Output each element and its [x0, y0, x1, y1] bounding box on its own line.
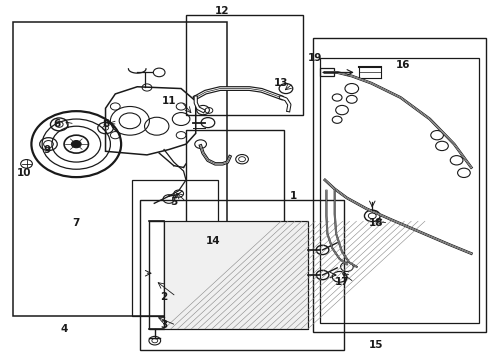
- Text: 7: 7: [72, 218, 80, 228]
- Bar: [13, 22, 227, 316]
- Bar: [320, 58, 478, 323]
- Text: 18: 18: [368, 218, 383, 228]
- Bar: [163, 221, 307, 329]
- Bar: [320, 68, 333, 76]
- Text: 17: 17: [334, 277, 348, 287]
- Text: 14: 14: [205, 236, 220, 246]
- Text: 1: 1: [289, 191, 296, 201]
- Text: 3: 3: [160, 320, 167, 330]
- Text: 15: 15: [368, 340, 383, 350]
- Text: 10: 10: [17, 168, 31, 178]
- Bar: [185, 15, 303, 116]
- Text: 16: 16: [395, 60, 409, 70]
- Text: 8: 8: [102, 120, 109, 129]
- Text: 13: 13: [273, 78, 288, 88]
- Text: 9: 9: [43, 144, 50, 154]
- Text: 5: 5: [170, 197, 177, 207]
- Text: 2: 2: [160, 292, 167, 302]
- Circle shape: [71, 140, 81, 148]
- Bar: [185, 130, 283, 230]
- Text: 6: 6: [53, 120, 61, 129]
- Text: 12: 12: [215, 6, 229, 17]
- Text: 11: 11: [162, 96, 176, 106]
- Bar: [163, 221, 307, 329]
- Bar: [132, 180, 217, 316]
- Bar: [149, 221, 163, 329]
- Text: 19: 19: [307, 53, 322, 63]
- Text: 4: 4: [61, 324, 68, 334]
- Bar: [312, 39, 485, 332]
- Bar: [140, 200, 344, 350]
